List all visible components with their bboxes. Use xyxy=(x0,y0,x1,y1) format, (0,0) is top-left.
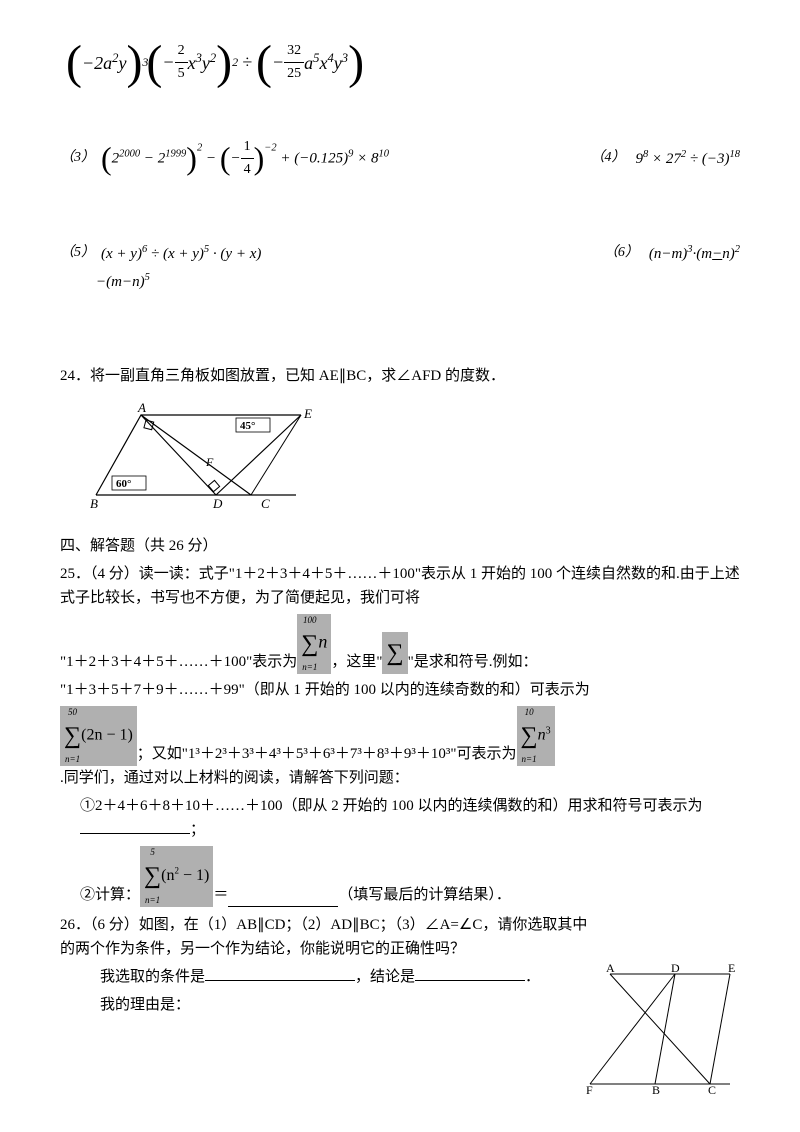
label-4: （4） xyxy=(591,147,626,169)
formula-1: (−2a2y)3 ( −25 x3y2 )2 ÷ ( −3225 a5x4y3 … xyxy=(66,40,740,86)
svg-text:F: F xyxy=(205,455,214,469)
q26-figure: A D E F B C xyxy=(580,964,740,1102)
label-3: （3） xyxy=(60,147,95,169)
q26-line1: 26．（6 分）如图，在（1）AB∥CD；（2）AD∥BC；（3）∠A=∠C，请… xyxy=(60,913,740,961)
section-4-title: 四、解答题（共 26 分） xyxy=(60,534,740,558)
svg-text:B: B xyxy=(652,1083,660,1094)
blank-1[interactable] xyxy=(80,819,190,834)
svg-text:C: C xyxy=(261,496,270,510)
sigma-symbol: ∑ xyxy=(382,632,407,674)
q25-sub2: ②计算： 5 ∑ n=1 (n2 − 1) ＝ （填写最后的计算结果）． xyxy=(60,846,740,906)
q24-figure: A E B D C F 45° 60° xyxy=(86,400,740,518)
svg-text:D: D xyxy=(212,496,223,510)
formula-row-5-6: （5） (x + y)6 ÷ (x + y)5 · (y + x) −(m−n)… xyxy=(60,242,740,294)
sigma-100: 100 ∑ n=1 n xyxy=(297,614,331,674)
svg-text:D: D xyxy=(671,964,680,975)
sigma-10: 10 ∑ n=1 n3 xyxy=(517,706,555,766)
blank-4[interactable] xyxy=(415,966,525,981)
sigma-50: 50 ∑ n=1 (2n − 1) xyxy=(60,706,137,766)
svg-text:60°: 60° xyxy=(116,478,131,490)
svg-text:E: E xyxy=(303,406,312,421)
q24-text: 24．将一副直角三角板如图放置，已知 AE∥BC，求∠AFD 的度数． xyxy=(60,364,740,388)
q25-line3: "1＋3＋5＋7＋9＋……＋99"（即从 1 开始的 100 以内的连续奇数的和… xyxy=(60,678,740,702)
sigma-5: 5 ∑ n=1 (n2 − 1) xyxy=(140,846,213,906)
svg-text:A: A xyxy=(137,400,146,415)
blank-3[interactable] xyxy=(205,966,355,981)
blank-2[interactable] xyxy=(228,892,338,907)
q25-sub1: ①2＋4＋6＋8＋10＋……＋100（即从 2 开始的 100 以内的连续偶数的… xyxy=(60,794,740,842)
formula-row-3-4: （3） (22000 − 21999)2 − (−14)−2 + (−0.125… xyxy=(60,136,740,182)
svg-text:B: B xyxy=(90,496,98,510)
q25-line2: "1＋2＋3＋4＋5＋……＋100"表示为 100 ∑ n=1 n ，这里" ∑… xyxy=(60,614,740,674)
formula-5-line2: −(m−n)5 xyxy=(96,270,261,294)
label-5: （5） xyxy=(60,242,95,264)
svg-text:45°: 45° xyxy=(240,420,255,432)
svg-text:F: F xyxy=(586,1083,593,1094)
svg-text:A: A xyxy=(606,964,615,975)
q25-intro: 25．（4 分）读一读：式子"1＋2＋3＋4＋5＋……＋100"表示从 1 开始… xyxy=(60,562,740,610)
svg-text:E: E xyxy=(728,964,735,975)
svg-text:C: C xyxy=(708,1083,716,1094)
q25-line4: 50 ∑ n=1 (2n − 1) ；又如"1³＋2³＋3³＋4³＋5³＋6³＋… xyxy=(60,706,740,790)
label-6: （6） xyxy=(604,242,639,264)
